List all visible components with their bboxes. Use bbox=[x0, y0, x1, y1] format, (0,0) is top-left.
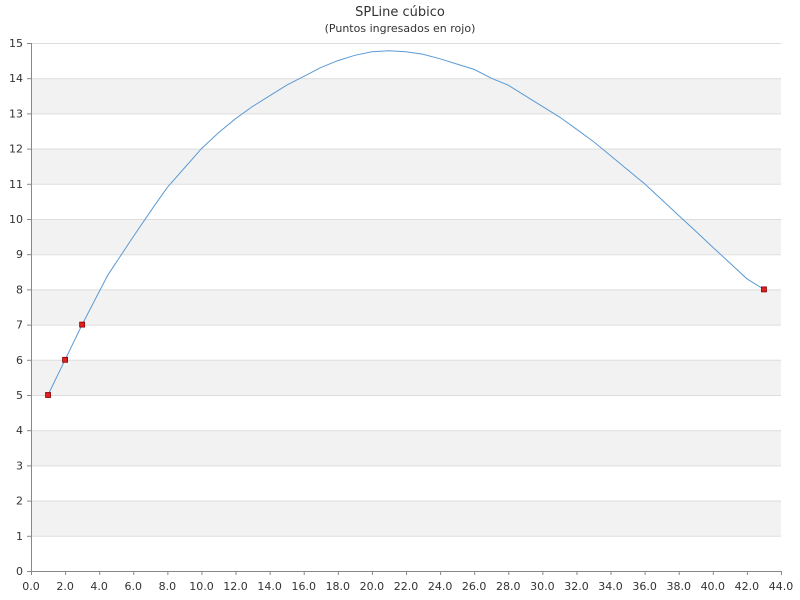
x-tick-label: 0.0 bbox=[22, 580, 40, 593]
x-tick-label: 6.0 bbox=[125, 580, 143, 593]
x-tick-label: 24.0 bbox=[428, 580, 453, 593]
x-tick-label: 10.0 bbox=[189, 580, 214, 593]
input-point-marker bbox=[45, 392, 51, 398]
y-tick-label: 13 bbox=[9, 107, 23, 120]
grid-band bbox=[31, 219, 781, 255]
input-point-marker bbox=[62, 356, 68, 363]
y-tick-label: 0 bbox=[16, 565, 23, 578]
y-tick-label: 9 bbox=[16, 248, 23, 261]
y-tick-label: 7 bbox=[16, 319, 23, 332]
input-point-marker bbox=[761, 286, 767, 293]
spline-curve bbox=[47, 50, 765, 396]
x-tick-label: 12.0 bbox=[223, 580, 248, 593]
y-tick-label: 12 bbox=[9, 143, 23, 156]
grid-band bbox=[31, 359, 781, 395]
y-tick-label: 3 bbox=[16, 459, 23, 472]
y-tick-label: 6 bbox=[16, 354, 23, 367]
grid-band bbox=[31, 148, 781, 184]
x-tick-label: 4.0 bbox=[90, 580, 108, 593]
input-point-marker bbox=[79, 321, 86, 328]
x-tick-label: 8.0 bbox=[159, 580, 177, 593]
chart-subtitle: (Puntos ingresados en rojo) bbox=[324, 22, 476, 35]
x-tick-label: 22.0 bbox=[394, 580, 419, 593]
y-tick-label: 14 bbox=[9, 72, 23, 85]
x-tick-label: 2.0 bbox=[56, 580, 74, 593]
x-tick-label: 32.0 bbox=[564, 580, 589, 593]
x-tick-label: 40.0 bbox=[701, 580, 726, 593]
x-tick-label: 30.0 bbox=[530, 580, 555, 593]
x-tick-label: 20.0 bbox=[360, 580, 385, 593]
y-tick-label: 4 bbox=[16, 424, 23, 437]
grid-band bbox=[31, 500, 781, 536]
x-tick-label: 44.0 bbox=[769, 580, 794, 593]
x-tick-label: 42.0 bbox=[735, 580, 760, 593]
y-tick-label: 11 bbox=[9, 178, 23, 191]
x-tick-label: 16.0 bbox=[291, 580, 316, 593]
y-tick-label: 5 bbox=[16, 389, 23, 402]
x-tick-label: 18.0 bbox=[326, 580, 351, 593]
y-tick-label: 10 bbox=[9, 213, 23, 226]
y-tick-label: 15 bbox=[9, 37, 23, 50]
x-tick-label: 34.0 bbox=[598, 580, 623, 593]
y-tick-label: 1 bbox=[16, 530, 23, 543]
x-tick-label: 36.0 bbox=[632, 580, 657, 593]
grid-band bbox=[31, 430, 781, 466]
x-tick-label: 28.0 bbox=[496, 580, 521, 593]
x-tick-label: 14.0 bbox=[257, 580, 282, 593]
chart-title: SPLine cúbico bbox=[355, 5, 445, 20]
grid-band bbox=[31, 78, 781, 114]
grid-band bbox=[31, 289, 781, 325]
x-tick-label: 38.0 bbox=[666, 580, 691, 593]
y-tick-label: 2 bbox=[16, 495, 23, 508]
y-tick-label: 8 bbox=[16, 283, 23, 296]
x-tick-label: 26.0 bbox=[462, 580, 487, 593]
